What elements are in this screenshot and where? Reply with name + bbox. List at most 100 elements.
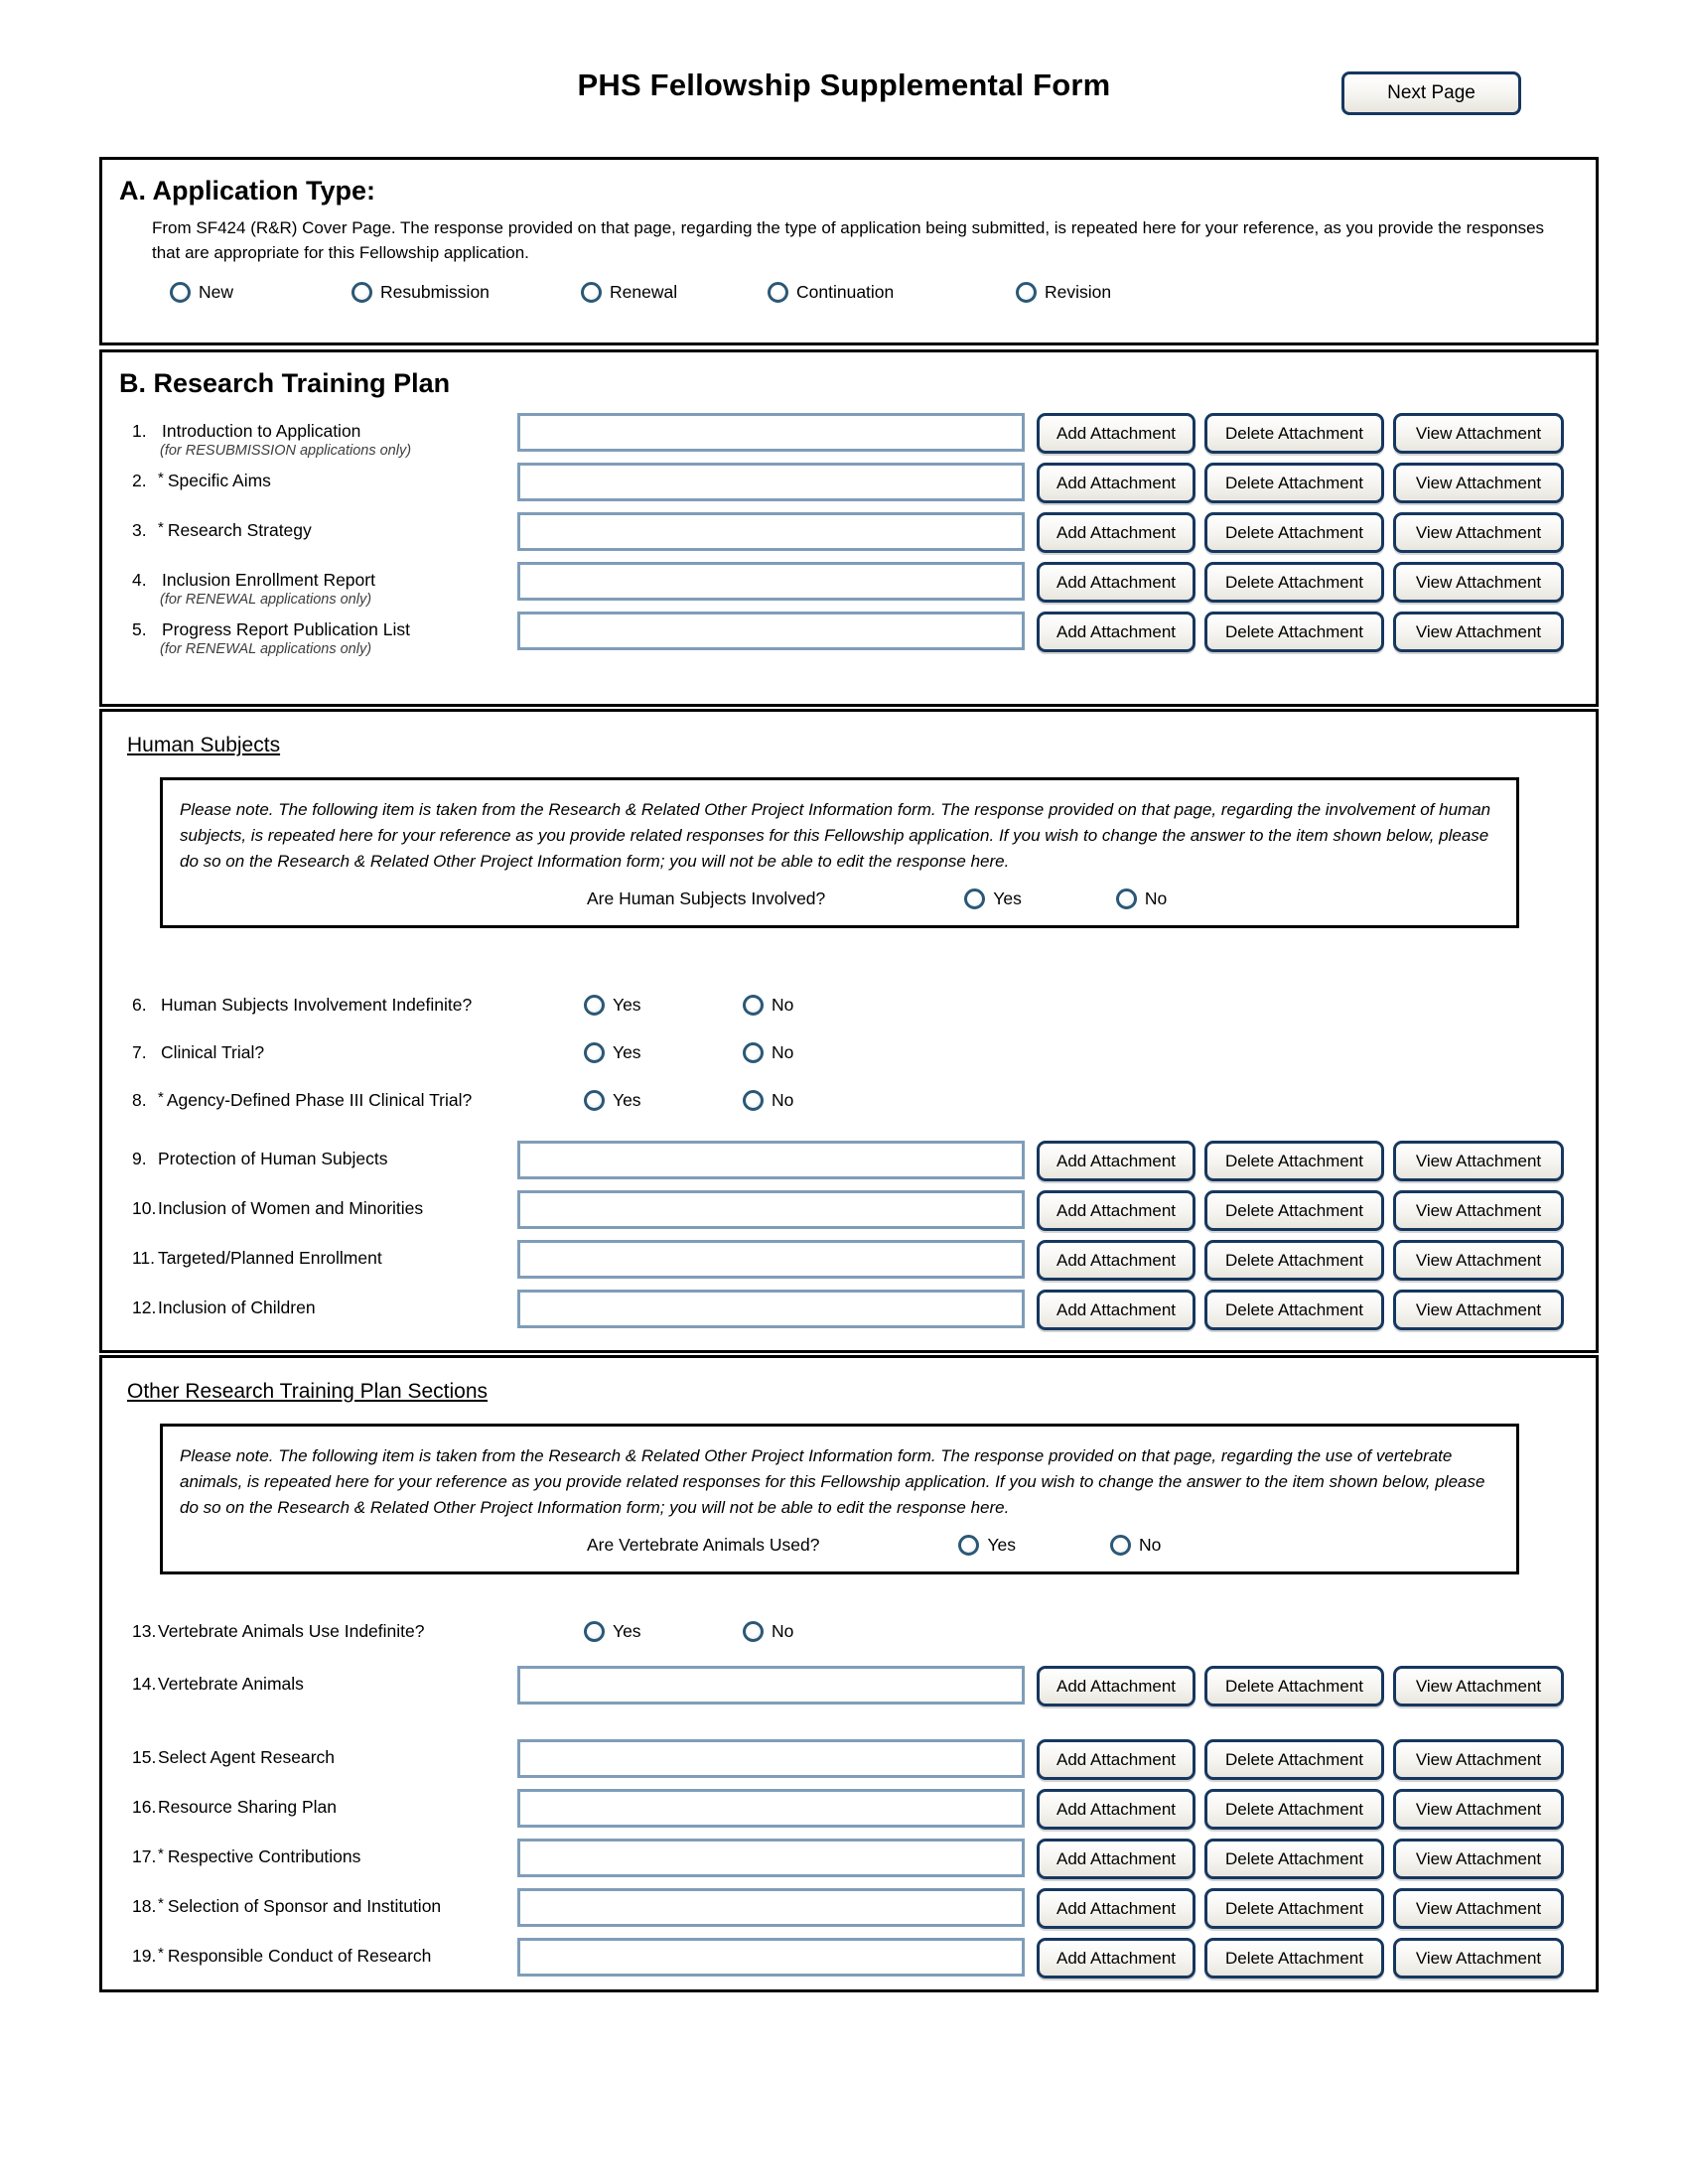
option-no[interactable]: No (743, 1041, 793, 1063)
attachment-file-field[interactable] (517, 512, 1025, 551)
option-no[interactable]: No (743, 1089, 793, 1111)
radio-yes[interactable] (964, 888, 986, 910)
delete-attachment-button[interactable]: Delete Attachment (1204, 1839, 1384, 1880)
radio-no[interactable] (743, 994, 764, 1016)
radio-yes[interactable] (584, 1041, 605, 1063)
attachment-file-field[interactable] (517, 612, 1025, 650)
delete-attachment-button[interactable]: Delete Attachment (1204, 1789, 1384, 1831)
radio-no[interactable] (743, 1620, 764, 1642)
attachment-file-field[interactable] (517, 1739, 1025, 1779)
delete-attachment-button[interactable]: Delete Attachment (1204, 1141, 1384, 1182)
delete-attachment-button[interactable]: Delete Attachment (1204, 512, 1384, 553)
attachment-file-field[interactable] (517, 1789, 1025, 1829)
view-attachment-button[interactable]: View Attachment (1393, 1190, 1564, 1232)
attachment-file-field[interactable] (517, 463, 1025, 501)
add-attachment-button[interactable]: Add Attachment (1037, 1240, 1196, 1282)
add-attachment-button[interactable]: Add Attachment (1037, 1290, 1196, 1331)
radio-no[interactable] (743, 1041, 764, 1063)
radio-no[interactable] (743, 1089, 764, 1111)
view-attachment-button[interactable]: View Attachment (1393, 562, 1564, 603)
radio-yes[interactable] (584, 1620, 605, 1642)
attachment-file-field[interactable] (517, 1839, 1025, 1878)
option-yes[interactable]: Yes (584, 1089, 743, 1111)
radio-renewal[interactable] (581, 282, 602, 304)
attachment-row: 11. Targeted/Planned Enrollment Add Attac… (132, 1240, 1596, 1282)
radio-resubmission[interactable] (352, 282, 372, 304)
option-new[interactable]: New (170, 282, 352, 304)
attachment-file-field[interactable] (517, 413, 1025, 452)
attachment-file-field[interactable] (517, 562, 1025, 601)
option-renewal[interactable]: Renewal (581, 282, 768, 304)
view-attachment-button[interactable]: View Attachment (1393, 512, 1564, 553)
view-attachment-button[interactable]: View Attachment (1393, 1240, 1564, 1282)
add-attachment-button[interactable]: Add Attachment (1037, 1141, 1196, 1182)
add-attachment-button[interactable]: Add Attachment (1037, 1839, 1196, 1880)
add-attachment-button[interactable]: Add Attachment (1037, 512, 1196, 553)
other-sections-heading: Other Research Training Plan Sections (127, 1380, 489, 1403)
view-attachment-button[interactable]: View Attachment (1393, 1938, 1564, 1979)
delete-attachment-button[interactable]: Delete Attachment (1204, 562, 1384, 603)
attachment-row: 18. * Selection of Sponsor and Institution… (132, 1888, 1596, 1930)
add-attachment-button[interactable]: Add Attachment (1037, 1190, 1196, 1232)
attachment-file-field[interactable] (517, 1666, 1025, 1706)
add-attachment-button[interactable]: Add Attachment (1037, 413, 1196, 454)
option-revision[interactable]: Revision (1016, 282, 1111, 304)
add-attachment-button[interactable]: Add Attachment (1037, 1666, 1196, 1707)
delete-attachment-button[interactable]: Delete Attachment (1204, 413, 1384, 454)
view-attachment-button[interactable]: View Attachment (1393, 1739, 1564, 1781)
radio-revision[interactable] (1016, 282, 1037, 304)
add-attachment-button[interactable]: Add Attachment (1037, 463, 1196, 503)
view-attachment-button[interactable]: View Attachment (1393, 1839, 1564, 1880)
radio-yes[interactable] (958, 1535, 980, 1557)
add-attachment-button[interactable]: Add Attachment (1037, 1739, 1196, 1781)
view-attachment-button[interactable]: View Attachment (1393, 1789, 1564, 1831)
add-attachment-button[interactable]: Add Attachment (1037, 1938, 1196, 1979)
radio-continuation[interactable] (768, 282, 788, 304)
option-resubmission[interactable]: Resubmission (352, 282, 581, 304)
delete-attachment-button[interactable]: Delete Attachment (1204, 1739, 1384, 1781)
radio-yes[interactable] (584, 994, 605, 1016)
attachment-file-field[interactable] (517, 1190, 1025, 1230)
option-continuation[interactable]: Continuation (768, 282, 1016, 304)
option-yes[interactable]: Yes (964, 888, 1022, 910)
required-asterisk (158, 994, 161, 1011)
option-no[interactable]: No (743, 1620, 793, 1642)
delete-attachment-button[interactable]: Delete Attachment (1204, 1666, 1384, 1707)
section-a-description: From SF424 (R&R) Cover Page. The respons… (152, 218, 1545, 262)
option-yes[interactable]: Yes (958, 1535, 1016, 1557)
view-attachment-button[interactable]: View Attachment (1393, 463, 1564, 503)
radio-no[interactable] (1110, 1535, 1131, 1557)
view-attachment-button[interactable]: View Attachment (1393, 1888, 1564, 1930)
next-page-button[interactable]: Next Page (1341, 71, 1521, 115)
add-attachment-button[interactable]: Add Attachment (1037, 612, 1196, 652)
attachment-file-field[interactable] (517, 1141, 1025, 1180)
option-no[interactable]: No (1110, 1535, 1161, 1557)
add-attachment-button[interactable]: Add Attachment (1037, 1789, 1196, 1831)
add-attachment-button[interactable]: Add Attachment (1037, 562, 1196, 603)
option-no[interactable]: No (743, 994, 793, 1016)
attachment-file-field[interactable] (517, 1888, 1025, 1928)
view-attachment-button[interactable]: View Attachment (1393, 1290, 1564, 1331)
delete-attachment-button[interactable]: Delete Attachment (1204, 1290, 1384, 1331)
delete-attachment-button[interactable]: Delete Attachment (1204, 1938, 1384, 1979)
attachment-file-field[interactable] (517, 1938, 1025, 1978)
view-attachment-button[interactable]: View Attachment (1393, 1141, 1564, 1182)
option-yes[interactable]: Yes (584, 1620, 743, 1642)
delete-attachment-button[interactable]: Delete Attachment (1204, 1190, 1384, 1232)
option-no[interactable]: No (1115, 888, 1167, 910)
option-yes[interactable]: Yes (584, 1041, 743, 1063)
add-attachment-button[interactable]: Add Attachment (1037, 1888, 1196, 1930)
radio-no[interactable] (1115, 888, 1137, 910)
attachment-file-field[interactable] (517, 1290, 1025, 1329)
delete-attachment-button[interactable]: Delete Attachment (1204, 1240, 1384, 1282)
option-yes[interactable]: Yes (584, 994, 743, 1016)
delete-attachment-button[interactable]: Delete Attachment (1204, 1888, 1384, 1930)
radio-yes[interactable] (584, 1089, 605, 1111)
attachment-file-field[interactable] (517, 1240, 1025, 1280)
delete-attachment-button[interactable]: Delete Attachment (1204, 463, 1384, 503)
view-attachment-button[interactable]: View Attachment (1393, 612, 1564, 652)
radio-new[interactable] (170, 282, 191, 304)
delete-attachment-button[interactable]: Delete Attachment (1204, 612, 1384, 652)
view-attachment-button[interactable]: View Attachment (1393, 1666, 1564, 1707)
view-attachment-button[interactable]: View Attachment (1393, 413, 1564, 454)
